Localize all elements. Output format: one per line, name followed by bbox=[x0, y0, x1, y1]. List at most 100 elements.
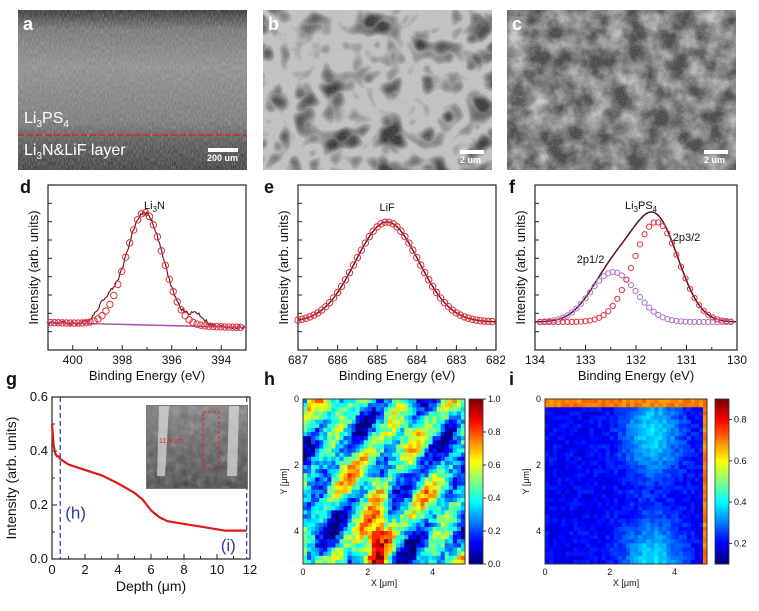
heatmap-cell bbox=[420, 427, 425, 433]
heatmap-cell bbox=[601, 526, 607, 532]
heatmap-cell bbox=[412, 502, 417, 507]
heatmap-cell bbox=[424, 407, 429, 412]
heatmap-cell bbox=[581, 432, 586, 437]
heatmap-cell bbox=[396, 407, 401, 412]
heatmap-cell bbox=[432, 456, 438, 462]
heatmap-cell bbox=[557, 473, 562, 478]
heatmap-cell bbox=[650, 543, 655, 548]
heatmap-cell bbox=[585, 539, 590, 544]
heatmap-cell bbox=[702, 415, 708, 421]
heatmap-cell bbox=[666, 399, 671, 404]
heatmap-cell bbox=[311, 481, 316, 487]
heatmap-cell bbox=[319, 473, 324, 478]
heatmap-cell bbox=[573, 539, 578, 544]
data-point-2p3 bbox=[582, 318, 589, 325]
heatmap-cell bbox=[363, 452, 369, 458]
heatmap-cell bbox=[678, 444, 684, 449]
heatmap-cell bbox=[601, 440, 607, 445]
data-point-2p1 bbox=[705, 318, 712, 326]
heatmap-cell bbox=[347, 514, 352, 520]
heatmap-cell bbox=[609, 465, 615, 470]
heatmap-cell bbox=[436, 489, 442, 495]
heatmap-cell bbox=[335, 522, 340, 528]
heatmap-cell bbox=[682, 427, 688, 433]
heatmap-cell bbox=[456, 469, 462, 474]
heatmap-cell bbox=[634, 423, 639, 429]
data-point bbox=[145, 212, 154, 221]
heatmap-cell bbox=[319, 510, 324, 515]
heatmap-cell bbox=[674, 403, 680, 408]
heatmap-cell bbox=[565, 481, 570, 487]
heatmap-cell bbox=[694, 547, 700, 553]
heatmap-cell bbox=[311, 456, 316, 462]
heatmap-cell bbox=[577, 444, 582, 449]
heatmap-cell bbox=[613, 493, 619, 499]
heatmap-cell bbox=[666, 460, 671, 466]
heatmap-cell bbox=[581, 559, 586, 565]
heatmap-cell bbox=[339, 481, 344, 487]
heatmap-cell bbox=[315, 543, 320, 548]
heatmap-cell bbox=[561, 547, 566, 553]
heatmap-cell bbox=[432, 415, 438, 421]
heatmap-cell bbox=[682, 555, 688, 561]
heatmap-cell bbox=[682, 514, 688, 520]
heatmap-cell bbox=[396, 493, 401, 499]
heatmap-cell bbox=[654, 444, 659, 449]
heatmap-cell bbox=[666, 510, 671, 515]
heatmap-cell bbox=[359, 460, 365, 466]
heatmap-cell bbox=[573, 555, 578, 561]
heatmap-cell bbox=[642, 477, 647, 482]
heatmap-cell bbox=[694, 427, 700, 433]
heatmap-cell bbox=[323, 526, 328, 532]
heatmap-cell bbox=[650, 440, 655, 445]
heatmap-cell bbox=[420, 535, 425, 540]
heatmap-cell bbox=[327, 555, 332, 561]
colorbar-segment bbox=[469, 498, 483, 502]
heatmap-cell bbox=[379, 543, 385, 548]
heatmap-cell bbox=[630, 510, 635, 515]
heatmap-cell bbox=[359, 452, 365, 458]
heatmap-cell bbox=[609, 531, 615, 536]
heatmap-cell bbox=[440, 518, 446, 524]
data-point bbox=[357, 246, 366, 254]
heatmap-cell bbox=[686, 440, 692, 445]
heatmap-cell bbox=[553, 440, 558, 445]
heatmap-cell bbox=[662, 448, 667, 454]
heatmap-cell bbox=[601, 432, 607, 437]
heatmap-cell bbox=[392, 518, 397, 524]
heatmap-cell bbox=[303, 432, 308, 437]
heatmap-cell bbox=[347, 493, 352, 499]
heatmap-cell bbox=[581, 526, 586, 532]
heatmap-cell bbox=[335, 514, 340, 520]
heatmap-cell bbox=[311, 452, 316, 458]
heatmap-cell bbox=[581, 510, 586, 515]
heatmap-cell bbox=[561, 448, 566, 454]
heatmap-cell bbox=[605, 411, 611, 416]
heatmap-cell bbox=[557, 419, 562, 425]
heatmap-cell bbox=[448, 543, 454, 548]
colorbar-segment bbox=[469, 517, 483, 521]
heatmap-cell bbox=[432, 555, 438, 561]
heatmap-cell bbox=[428, 427, 433, 433]
heatmap-cell bbox=[565, 514, 570, 520]
heatmap-cell bbox=[323, 423, 328, 429]
heatmap-cell bbox=[597, 485, 603, 491]
heatmap-cell bbox=[565, 493, 570, 499]
heatmap-cell bbox=[307, 419, 312, 425]
heatmap-cell bbox=[589, 436, 594, 441]
heatmap-cell bbox=[351, 506, 357, 511]
heatmap-cell bbox=[658, 481, 663, 487]
heatmap-cell bbox=[682, 559, 688, 565]
heatmap-cell bbox=[392, 510, 397, 515]
heatmap-cell bbox=[400, 411, 405, 416]
heatmap-cell bbox=[384, 440, 389, 445]
heatmap-cell bbox=[670, 415, 675, 421]
heatmap-cell bbox=[408, 547, 413, 553]
heatmap-cell bbox=[379, 498, 385, 503]
heatmap-cell bbox=[323, 469, 328, 474]
heatmap-cell bbox=[440, 473, 446, 478]
heatmap-cell bbox=[694, 403, 700, 408]
data-point bbox=[217, 323, 225, 331]
heatmap-cell bbox=[432, 535, 438, 540]
heatmap-cell bbox=[400, 493, 405, 499]
